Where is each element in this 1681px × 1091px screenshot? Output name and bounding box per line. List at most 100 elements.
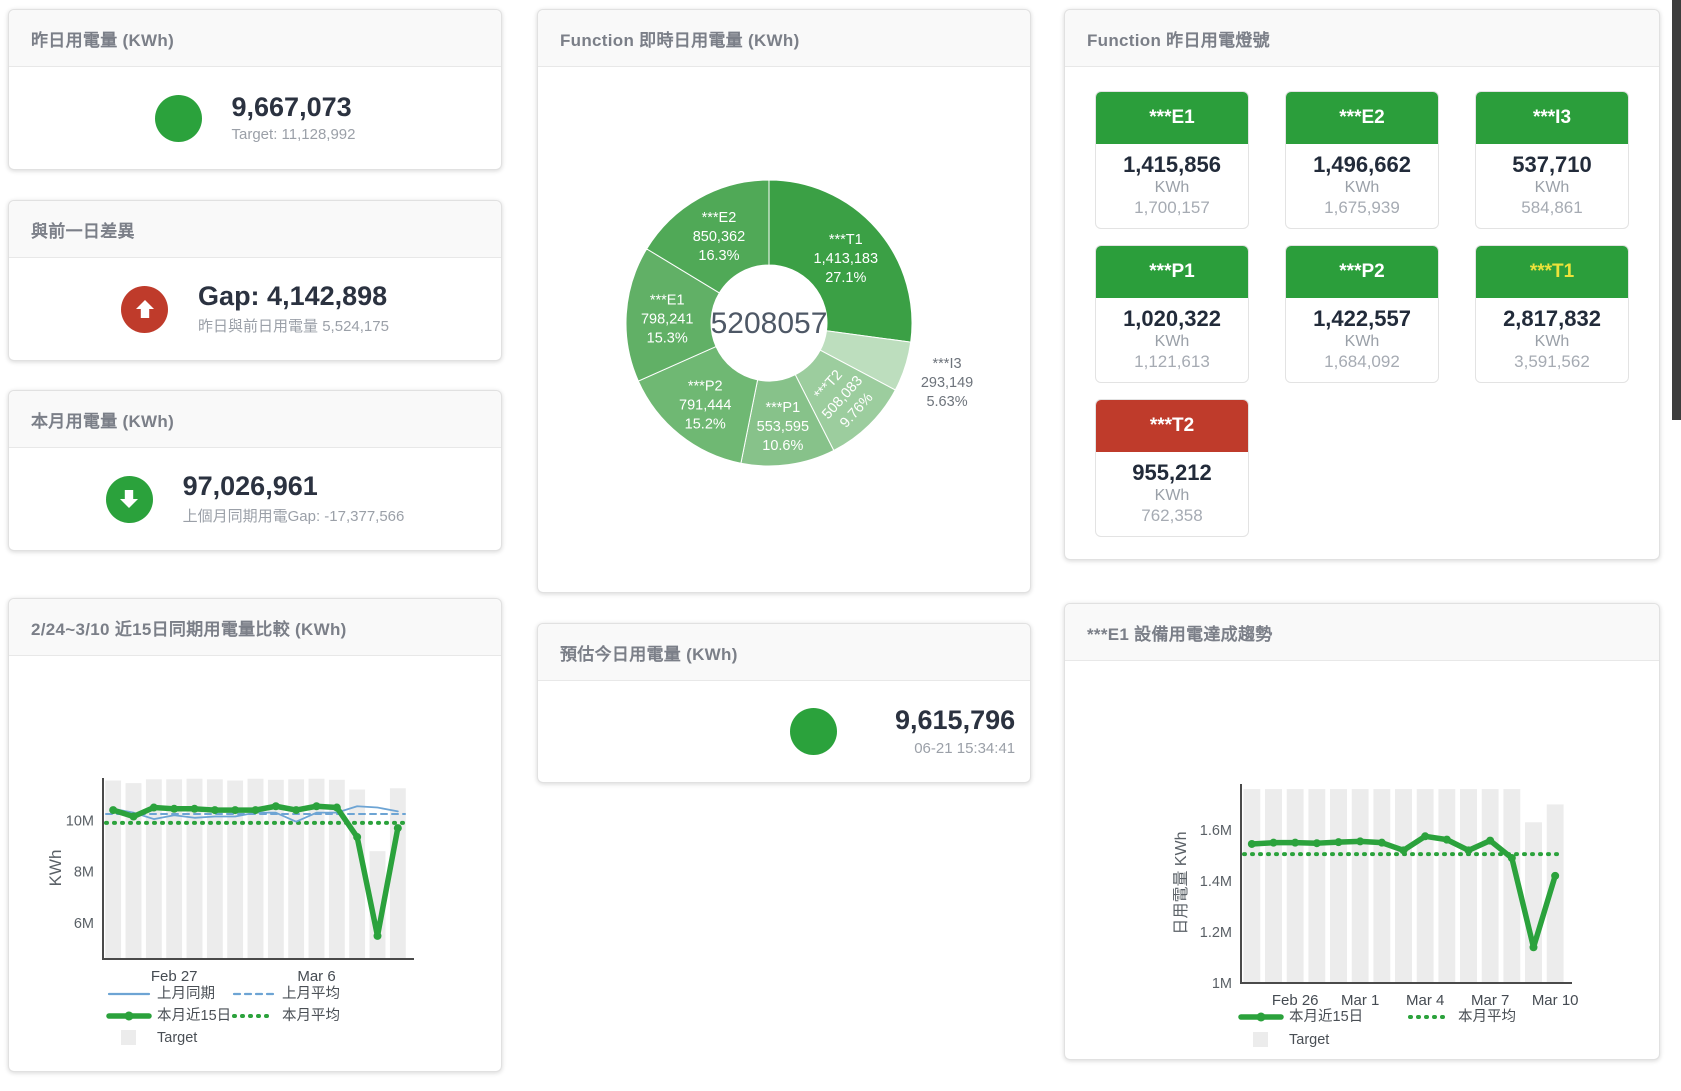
data-point[interactable] bbox=[190, 804, 199, 813]
donut-slice-P2[interactable] bbox=[637, 345, 759, 464]
data-point[interactable] bbox=[1399, 846, 1408, 855]
donut-slice-label: ***P2 791,444 15.2% bbox=[679, 379, 731, 433]
card-day-gap-header[interactable]: 與前一日差異 bbox=[9, 201, 501, 258]
data-point[interactable] bbox=[271, 802, 280, 811]
tile-unit: KWh bbox=[1344, 333, 1380, 350]
data-point[interactable] bbox=[210, 806, 219, 815]
tile-header: ***P2 bbox=[1286, 246, 1438, 298]
svg-text:Target: Target bbox=[157, 1030, 197, 1046]
compare-line-chart[interactable]: 6M 8M 10M Feb 27 Mar 6 KWh 上月同期 上月平均 本月近15日 本月平均 T… bbox=[9, 656, 501, 1071]
card-estimate-today-header[interactable]: 預估今日用電量 (KWh) bbox=[538, 624, 1030, 681]
target-bar bbox=[1460, 789, 1477, 983]
donut-slice-E1[interactable] bbox=[625, 248, 721, 382]
card-month-usage-header[interactable]: 本月用電量 (KWh) bbox=[9, 391, 501, 448]
kpi-value: 9,667,073 bbox=[231, 91, 352, 122]
data-point[interactable] bbox=[393, 824, 402, 833]
data-point[interactable] bbox=[149, 803, 158, 812]
card-status-lights-header[interactable]: Function 昨日用電燈號 bbox=[1065, 10, 1659, 67]
status-tile-P2[interactable]: ***P2 1,422,557 KWh 1,684,092 bbox=[1285, 245, 1439, 383]
card-yesterday-usage-header[interactable]: 昨日用電量 (KWh) bbox=[9, 10, 501, 67]
kpi-target-label: Target: 11,128,992 bbox=[231, 126, 356, 144]
status-tiles-grid: ***E1 1,415,856 KWh 1,700,157 ***E2 1,496,662… bbox=[1065, 67, 1659, 561]
data-point[interactable] bbox=[1377, 838, 1386, 847]
legend-item-Target[interactable]: Target bbox=[1253, 1032, 1329, 1048]
tile-value: 1,496,662 bbox=[1313, 152, 1411, 177]
data-point[interactable] bbox=[231, 806, 240, 815]
svg-text:本月平均: 本月平均 bbox=[1458, 1008, 1516, 1025]
legend-item-上月同期[interactable]: 上月同期 bbox=[107, 985, 215, 1002]
data-point[interactable] bbox=[1529, 943, 1538, 952]
data-point[interactable] bbox=[1247, 839, 1256, 848]
card-compare-chart-header[interactable]: 2/24~3/10 近15日同期用電量比較 (KWh) bbox=[9, 599, 501, 656]
legend-item-上月平均[interactable]: 上月平均 bbox=[232, 985, 340, 1002]
target-bar bbox=[369, 851, 386, 959]
y-axis-label: 日用電量 KWh bbox=[1173, 831, 1190, 934]
y-tick-label: 1.2M bbox=[1200, 925, 1232, 941]
donut-slice-label: ***I3 293,149 5.63% bbox=[921, 356, 973, 410]
data-point[interactable] bbox=[1486, 836, 1495, 845]
y-tick-label: 6M bbox=[74, 916, 94, 932]
data-point[interactable] bbox=[1312, 839, 1321, 848]
up-arrow-icon bbox=[133, 297, 157, 321]
tile-header: ***T1 bbox=[1476, 246, 1628, 298]
data-point[interactable] bbox=[1507, 853, 1516, 862]
realtime-usage-donut[interactable]: ***T1 1,413,183 27.1% ***I3 293,149 5.63% ***T… bbox=[538, 67, 1030, 592]
legend-item-本月近15日[interactable]: 本月近15日 bbox=[1238, 1008, 1363, 1025]
legend-item-本月平均[interactable]: 本月平均 bbox=[232, 1007, 340, 1024]
target-bar bbox=[1265, 789, 1282, 983]
tile-body: 537,710 KWh 584,861 bbox=[1476, 144, 1628, 228]
data-point[interactable] bbox=[1291, 838, 1300, 847]
data-point[interactable] bbox=[129, 812, 138, 821]
legend-item-本月近15日[interactable]: 本月近15日 bbox=[106, 1007, 231, 1024]
status-tile-I3[interactable]: ***I3 537,710 KWh 584,861 bbox=[1475, 91, 1629, 229]
donut-slice-label: ***E2 850,362 16.3% bbox=[693, 210, 745, 264]
data-point[interactable] bbox=[1269, 838, 1278, 847]
card-realtime-donut-header[interactable]: Function 即時日用電量 (KWh) bbox=[538, 10, 1030, 67]
donut-center-total: 5208057 bbox=[711, 307, 828, 340]
data-point[interactable] bbox=[1464, 846, 1473, 855]
data-point[interactable] bbox=[1334, 838, 1343, 847]
tile-body: 2,817,832 KWh 3,591,562 bbox=[1476, 298, 1628, 382]
tile-unit: KWh bbox=[1154, 179, 1190, 196]
legend-item-Target[interactable]: Target bbox=[121, 1030, 197, 1046]
target-bar bbox=[389, 788, 406, 959]
data-point[interactable] bbox=[170, 804, 179, 813]
data-point[interactable] bbox=[353, 833, 362, 842]
donut-slice-label: ***E1 798,241 15.3% bbox=[641, 293, 693, 347]
target-bar bbox=[145, 779, 162, 959]
x-tick-label: Mar 10 bbox=[1532, 992, 1579, 1009]
tile-prev: 3,591,562 bbox=[1514, 352, 1590, 371]
donut-slice-label: ***P1 553,595 10.6% bbox=[757, 400, 809, 454]
donut-slice-E2[interactable] bbox=[646, 179, 770, 294]
status-tile-T2[interactable]: ***T2 955,212 KWh 762,358 bbox=[1095, 399, 1249, 537]
data-point[interactable] bbox=[332, 803, 341, 812]
target-bar bbox=[1503, 789, 1521, 983]
axes bbox=[1240, 784, 1572, 984]
scrollbar-strip[interactable] bbox=[1672, 0, 1681, 420]
target-bar bbox=[1416, 789, 1434, 983]
data-point[interactable] bbox=[373, 931, 382, 940]
target-bar bbox=[1546, 804, 1564, 983]
kpi-sub-label: 上個月同期用電Gap: -17,377,566 bbox=[182, 508, 405, 526]
data-point[interactable] bbox=[251, 806, 260, 815]
donut-slice-label: ***T1 1,413,183 27.1% bbox=[814, 232, 879, 286]
status-tile-T1[interactable]: ***T1 2,817,832 KWh 3,591,562 bbox=[1475, 245, 1629, 383]
donut-slice-T1[interactable] bbox=[768, 179, 913, 343]
data-point[interactable] bbox=[1421, 832, 1430, 841]
data-point[interactable] bbox=[292, 806, 301, 815]
data-point[interactable] bbox=[312, 802, 321, 811]
status-tile-P1[interactable]: ***P1 1,020,322 KWh 1,121,613 bbox=[1095, 245, 1249, 383]
data-point[interactable] bbox=[1551, 871, 1560, 880]
target-bar bbox=[247, 778, 264, 959]
card-e1-trend-header[interactable]: ***E1 設備用電達成趨勢 bbox=[1065, 604, 1659, 661]
e1-trend-line-chart[interactable]: 1M 1.2M 1.4M 1.6M Feb 26 Mar 1 Mar 4 Mar 7 Mar 1… bbox=[1065, 661, 1659, 1059]
data-point[interactable] bbox=[1356, 837, 1365, 846]
data-point[interactable] bbox=[1442, 835, 1451, 844]
kpi-value: 97,026,961 bbox=[182, 470, 318, 501]
status-tile-E2[interactable]: ***E2 1,496,662 KWh 1,675,939 bbox=[1285, 91, 1439, 229]
legend-item-本月平均[interactable]: 本月平均 bbox=[1408, 1008, 1516, 1025]
data-point[interactable] bbox=[109, 806, 118, 815]
tile-prev: 584,861 bbox=[1521, 198, 1583, 217]
svg-text:本月平均: 本月平均 bbox=[282, 1007, 340, 1024]
status-tile-E1[interactable]: ***E1 1,415,856 KWh 1,700,157 bbox=[1095, 91, 1249, 229]
